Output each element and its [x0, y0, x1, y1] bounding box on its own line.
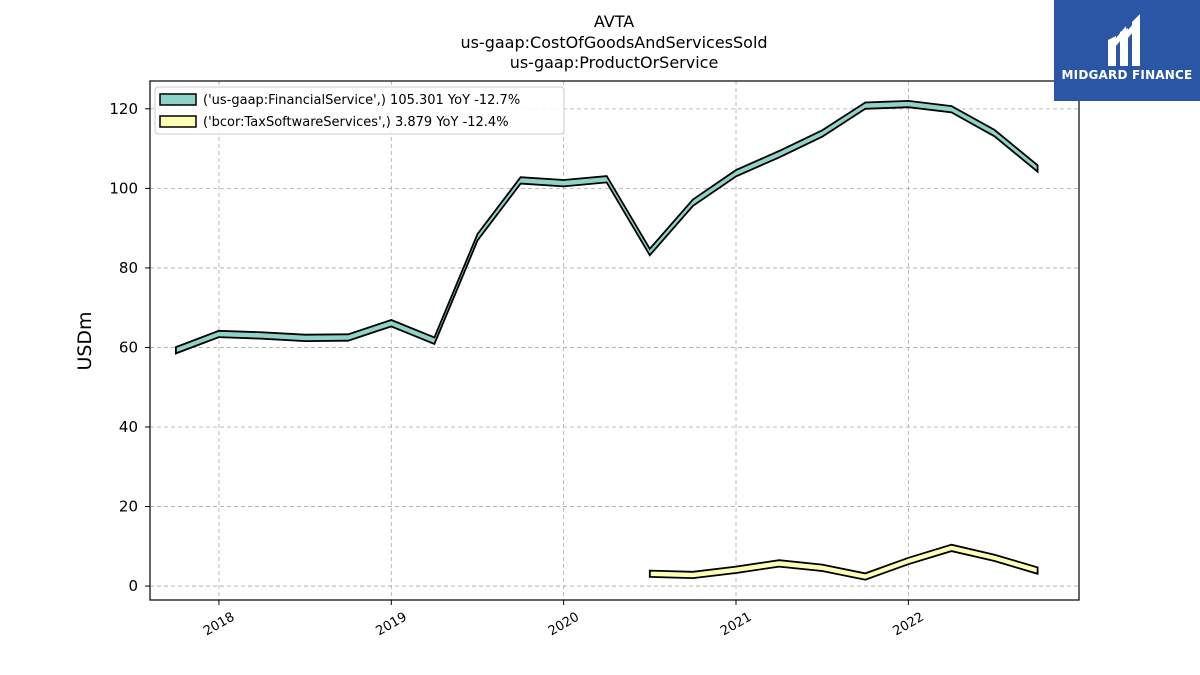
series-1-point-5 — [864, 575, 867, 578]
series-0-point-14 — [778, 153, 781, 156]
y-tick-label-40: 40 — [119, 418, 138, 436]
series-0-point-12 — [691, 201, 694, 204]
series-1-point-2 — [735, 568, 738, 571]
logo-text: MIDGARD FINANCE — [1061, 68, 1193, 82]
series-0-point-13 — [735, 172, 738, 175]
series-0-point-4 — [347, 336, 350, 339]
legend-label-financial-service: ('us-gaap:FinancialService',) 105.301 Yo… — [203, 93, 520, 108]
chart-title-line-2: us-gaap:CostOfGoodsAndServicesSold — [460, 33, 767, 52]
legend-box — [154, 86, 565, 135]
legend: ('us-gaap:FinancialService',) 105.301 Yo… — [154, 86, 565, 135]
y-tick-label-20: 20 — [119, 498, 138, 516]
series-0-point-8 — [519, 179, 522, 182]
series-layer — [174, 99, 1039, 581]
series-0-point-15 — [821, 132, 824, 135]
series-0-point-3 — [304, 336, 307, 339]
series-0-point-5 — [390, 322, 393, 325]
legend-swatch-tax-software-services — [159, 115, 197, 128]
x-tick-label-2022: 2022 — [891, 610, 927, 640]
series-0-point-16 — [864, 104, 867, 107]
y-tick-label-120: 120 — [109, 100, 138, 118]
series-0-point-18 — [950, 108, 953, 111]
series-band-0 — [175, 99, 1039, 355]
legend-swatch-financial-service — [159, 93, 197, 106]
series-1-point-6 — [907, 560, 910, 563]
series-0-point-1 — [217, 332, 220, 335]
x-tick-label-2018: 2018 — [201, 610, 237, 640]
chart-title-line-1: AVTA — [594, 12, 634, 31]
brand-logo: MIDGARD FINANCE — [1054, 0, 1200, 101]
series-0-point-17 — [907, 103, 910, 106]
y-tick-label-60: 60 — [119, 338, 138, 356]
legend-label-tax-software-services: ('bcor:TaxSoftwareServices',) 3.879 YoY … — [203, 115, 509, 130]
plot-frame — [149, 80, 1080, 601]
y-axis-label: USDm — [74, 311, 96, 370]
y-tick-label-100: 100 — [109, 179, 138, 197]
series-1-point-4 — [821, 566, 824, 569]
series-0-point-19 — [993, 132, 996, 135]
series-1-point-8 — [993, 556, 996, 559]
y-tick-label-0: 0 — [128, 577, 138, 595]
series-0-point-7 — [476, 236, 479, 239]
chart-title-line-3: us-gaap:ProductOrService — [510, 53, 719, 72]
series-band-1 — [648, 543, 1039, 581]
series-0-point-6 — [433, 339, 436, 342]
series-1-point-1 — [691, 573, 694, 576]
series-1-point-7 — [950, 546, 953, 549]
series-1-point-0 — [648, 572, 651, 575]
series-1-point-3 — [778, 562, 781, 565]
logo-mark-icon — [1108, 14, 1140, 66]
x-tick-label-2020: 2020 — [546, 610, 582, 640]
x-tick-label-2019: 2019 — [373, 610, 409, 640]
series-0-point-0 — [174, 349, 177, 352]
x-tick-label-2021: 2021 — [718, 610, 754, 640]
series-0-point-2 — [261, 334, 264, 337]
series-0-point-11 — [648, 251, 651, 254]
y-tick-label-80: 80 — [119, 259, 138, 277]
series-0-point-10 — [605, 178, 608, 181]
series-0-point-9 — [562, 182, 565, 185]
series-1-point-9 — [1036, 569, 1039, 572]
series-0-point-20 — [1036, 167, 1039, 170]
